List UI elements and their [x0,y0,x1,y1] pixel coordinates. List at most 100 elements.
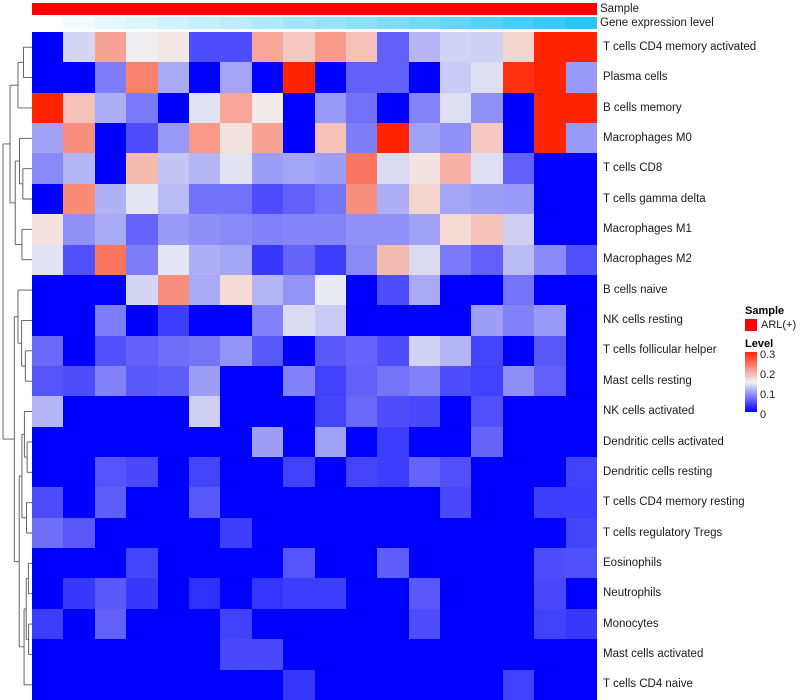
heatmap-cell [157,639,189,670]
heatmap-cell [440,608,472,640]
heatmap-row-label: Macrophages M1 [603,223,692,236]
heatmap-cell [157,305,189,336]
heatmap-cell [251,396,284,427]
heatmap-cell [345,457,378,488]
heatmap-cell [32,426,64,458]
heatmap-cell [440,244,472,275]
heatmap-cell [502,153,535,184]
heatmap-cell [32,487,64,518]
legend-sample-swatch [745,319,757,331]
heatmap-cell [251,32,284,63]
gene-expression-annotation-cell [251,17,284,29]
heatmap-cell [94,578,127,609]
heatmap-cell [345,487,378,518]
heatmap-cell [157,214,189,245]
heatmap-row [32,548,598,579]
legend-colorbar [745,352,757,412]
heatmap-cell [440,669,472,700]
heatmap-cell [283,396,315,427]
heatmap-row [32,365,598,397]
legend-colorbar-ticks: 0.3 0.2 0.1 0 [760,349,786,421]
heatmap-cell [314,335,346,366]
heatmap-cell [94,548,127,579]
heatmap-cell [502,608,535,640]
heatmap-cell [534,639,566,670]
heatmap-cell [220,639,252,670]
heatmap-cell [32,183,64,215]
legend-colorbar-tick: 0.3 [760,349,776,361]
heatmap-cell [32,32,64,63]
heatmap-cell [314,214,346,245]
heatmap-cell [534,92,566,124]
heatmap-cell [502,457,535,488]
heatmap-row [32,457,598,488]
heatmap-cell [377,457,409,488]
heatmap-cell [565,123,598,154]
heatmap-cell [63,548,95,579]
heatmap-cell [471,487,503,518]
heatmap-row [32,608,598,640]
sample-annotation-cell [188,3,221,15]
heatmap-cell [314,426,346,458]
heatmap-cell [471,32,503,63]
heatmap-cell [32,305,64,336]
heatmap-row-label: Macrophages M0 [603,131,692,144]
heatmap-cell [188,32,221,63]
heatmap-row-label: T cells CD8 [603,162,663,175]
heatmap-cell [471,365,503,397]
heatmap-cell [471,153,503,184]
heatmap-cell [314,365,346,397]
heatmap-cell [408,639,441,670]
heatmap-cell [345,396,378,427]
heatmap-cell [251,487,284,518]
heatmap-row-label: B cells memory [603,101,682,114]
heatmap-cell [377,365,409,397]
heatmap-cell [188,487,221,518]
heatmap-cell [63,487,95,518]
heatmap-cell [408,153,441,184]
heatmap-row [32,92,598,124]
heatmap-cell [63,244,95,275]
heatmap-cell [440,62,472,93]
heatmap-row-label: T cells regulatory Tregs [603,526,723,539]
heatmap-cell [377,214,409,245]
heatmap-cell [408,244,441,275]
heatmap-cell [440,487,472,518]
heatmap-cell [32,517,64,549]
heatmap-cell [314,487,346,518]
heatmap-cell [63,608,95,640]
heatmap-row [32,32,598,63]
heatmap-cell [32,153,64,184]
heatmap-cell [32,669,64,700]
heatmap-cell [220,32,252,63]
heatmap-cell [345,123,378,154]
heatmap-cell [94,274,127,306]
heatmap-cell [157,365,189,397]
gene-expression-annotation-cell [32,17,64,29]
heatmap-cell [63,183,95,215]
legend-level-title: Level [745,338,774,350]
heatmap-cell [565,396,598,427]
heatmap-cell [471,244,503,275]
heatmap-cell [408,608,441,640]
sample-annotation-cell [314,3,346,15]
heatmap-cell [408,669,441,700]
heatmap-cell [188,365,221,397]
heatmap-cell [565,457,598,488]
heatmap-cell [565,32,598,63]
heatmap-cell [188,305,221,336]
heatmap-cell [32,639,64,670]
heatmap-cell [251,457,284,488]
legend-level-block: Level 0.3 0.2 0.1 0 [745,338,800,421]
heatmap-cell [534,305,566,336]
heatmap-cell [251,365,284,397]
heatmap-cell [440,123,472,154]
gene-expression-annotation-cell [283,17,315,29]
heatmap-cell [471,608,503,640]
heatmap-cell [565,244,598,275]
sample-annotation-cell [534,3,566,15]
gene-expression-annotation-cell [126,17,158,29]
heatmap-cell [220,274,252,306]
heatmap-cell [534,669,566,700]
heatmap-cell [157,578,189,609]
